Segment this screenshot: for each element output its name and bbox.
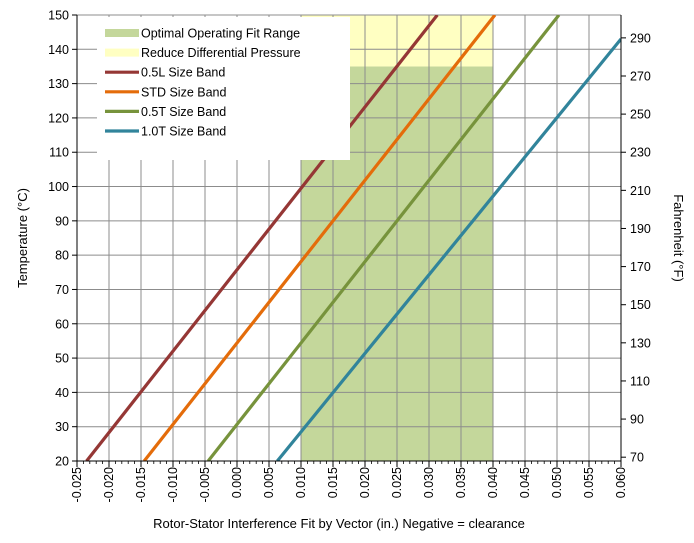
legend-background bbox=[97, 17, 350, 160]
legend-label: 0.5T Size Band bbox=[141, 105, 226, 119]
legend-items: Optimal Operating Fit Range Reduce Differ… bbox=[105, 27, 301, 139]
y-tick-label: 50 bbox=[55, 352, 69, 366]
x-tick-label: -0.025 bbox=[70, 467, 84, 502]
y2-tick-label: 150 bbox=[630, 298, 651, 312]
y2-tick-label: 230 bbox=[630, 146, 651, 160]
x-tick-label: -0.005 bbox=[198, 467, 212, 502]
series-line bbox=[142, 15, 497, 461]
legend-swatch bbox=[105, 48, 139, 57]
y-tick-label: 70 bbox=[55, 283, 69, 297]
x-tick-label: 0.010 bbox=[294, 467, 308, 498]
y2-tick-label: 130 bbox=[630, 336, 651, 350]
y2-tick-label: 110 bbox=[630, 374, 650, 388]
x-tick-label: 0.055 bbox=[582, 467, 596, 498]
legend-label: STD Size Band bbox=[141, 85, 227, 99]
y-tick-label: 110 bbox=[49, 146, 69, 160]
y-tick-label: 150 bbox=[48, 9, 69, 23]
x-tick-label: 0.040 bbox=[486, 467, 500, 498]
x-tick-label: 0.000 bbox=[230, 467, 244, 498]
x-axis-title: Rotor-Stator Interference Fit by Vector … bbox=[153, 516, 525, 531]
y-tick-label: 90 bbox=[55, 214, 69, 228]
y2-tick-label: 250 bbox=[630, 108, 651, 122]
x-tick-label: 0.015 bbox=[326, 467, 340, 498]
x-tick-label: 0.050 bbox=[550, 467, 564, 498]
legend: Optimal Operating Fit Range Reduce Differ… bbox=[97, 17, 350, 160]
x-tick-label: 0.060 bbox=[614, 467, 628, 498]
x-tick-label: 0.005 bbox=[262, 467, 276, 498]
series-line bbox=[85, 15, 439, 461]
legend-label: Reduce Differential Pressure bbox=[141, 46, 301, 60]
legend-swatch bbox=[105, 29, 139, 37]
series-layer bbox=[85, 15, 621, 461]
x-tick-label: 0.030 bbox=[422, 467, 436, 498]
x-tick-label: 0.020 bbox=[358, 467, 372, 498]
x-tick-label: 0.045 bbox=[518, 467, 532, 498]
legend-label: 0.5L Size Band bbox=[141, 66, 225, 80]
y-tick-label: 30 bbox=[55, 420, 69, 434]
y2-tick-label: 170 bbox=[630, 260, 651, 274]
y2-tick-label: 210 bbox=[630, 184, 651, 198]
x-tick-label: -0.020 bbox=[102, 467, 116, 502]
series-line bbox=[206, 15, 561, 461]
y2-axis-title: Fahrenheit (°F) bbox=[671, 194, 686, 282]
y2-tick-label: 270 bbox=[630, 69, 651, 83]
legend-label: 1.0T Size Band bbox=[141, 125, 226, 139]
y-tick-label: 80 bbox=[55, 249, 69, 263]
y-tick-label: 120 bbox=[48, 111, 69, 125]
x-tick-label: 0.035 bbox=[454, 467, 468, 498]
axes-layer bbox=[72, 14, 626, 467]
y-axis-title: Temperature (°C) bbox=[15, 188, 30, 288]
y-tick-label: 140 bbox=[48, 43, 69, 57]
x-tick-label: -0.015 bbox=[134, 467, 148, 502]
y-tick-label: 40 bbox=[55, 386, 69, 400]
series-line bbox=[276, 38, 621, 461]
x-tick-label: -0.010 bbox=[166, 467, 180, 502]
y2-tick-label: 290 bbox=[630, 31, 651, 45]
y2-tick-label: 190 bbox=[630, 222, 651, 236]
y-tick-label: 130 bbox=[48, 77, 69, 91]
legend-label: Optimal Operating Fit Range bbox=[141, 27, 300, 41]
y-tick-label: 60 bbox=[55, 317, 69, 331]
x-tick-label: 0.025 bbox=[390, 467, 404, 498]
y2-tick-label: 90 bbox=[630, 413, 644, 427]
y-tick-label: 100 bbox=[48, 180, 69, 194]
ticks-layer: -0.025 -0.020 -0.015 -0.010 -0.005 0.000 0.005… bbox=[48, 9, 651, 503]
y2-tick-label: 70 bbox=[630, 451, 644, 465]
y-tick-label: 20 bbox=[55, 455, 69, 469]
